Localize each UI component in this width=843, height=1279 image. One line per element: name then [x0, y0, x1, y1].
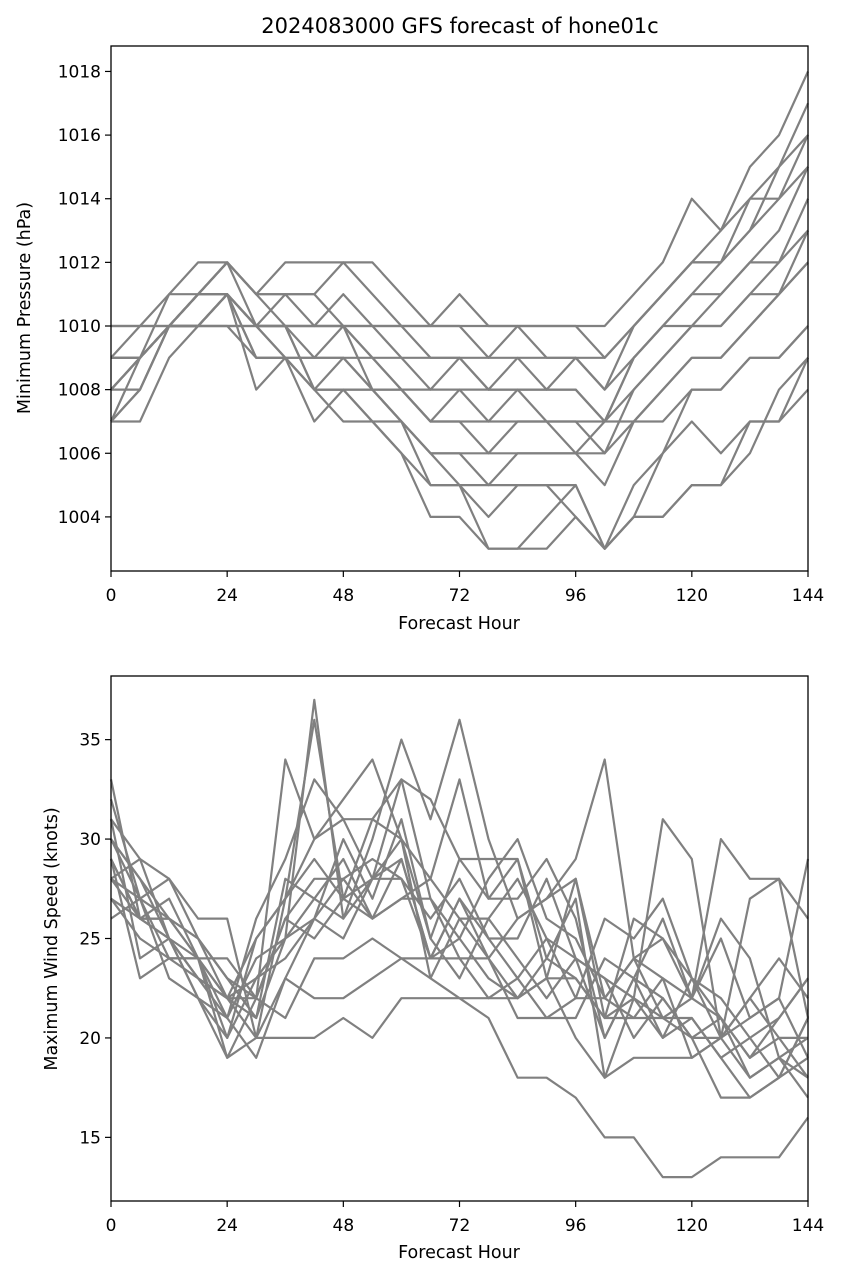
- y-tick-label: 15: [79, 1128, 101, 1148]
- y-axis-label: Maximum Wind Speed (knots): [42, 807, 62, 1070]
- wind-panel: 0 24 48 72 96 120 144 15 20 25 30 35 Forecast Hour…: [42, 675, 824, 1263]
- x-tick-label: 48: [333, 1216, 355, 1236]
- x-tick-label: 120: [676, 586, 708, 606]
- x-axis-ticks: 0 24 48 72 96 120 144: [106, 1201, 824, 1236]
- x-axis-label: Forecast Hour: [398, 614, 521, 634]
- x-tick-label: 96: [565, 1216, 587, 1236]
- y-axis-ticks: 15 20 25 30 35: [79, 731, 111, 1148]
- chart-title: 2024083000 GFS forecast of hone01c: [261, 14, 658, 38]
- x-tick-label: 24: [216, 586, 238, 606]
- y-axis-ticks: 1004 1006 1008 1010 1012 1014 1016 1018: [58, 62, 111, 528]
- y-tick-label: 1008: [58, 381, 101, 401]
- y-tick-label: 1006: [58, 444, 101, 464]
- y-tick-label: 1012: [58, 253, 101, 273]
- y-tick-label: 30: [79, 830, 101, 850]
- y-tick-label: 1004: [58, 508, 101, 528]
- series-line-16: [111, 293, 809, 550]
- pressure-series-layer: [109, 71, 810, 550]
- wind-series-layer: [109, 698, 810, 1179]
- x-tick-label: 72: [449, 1216, 471, 1236]
- x-axis-ticks: 0 24 48 72 96 120 144: [106, 571, 824, 606]
- y-tick-label: 35: [79, 731, 101, 751]
- y-tick-label: 25: [79, 930, 101, 950]
- x-axis-label: Forecast Hour: [398, 1243, 521, 1263]
- x-tick-label: 120: [676, 1216, 708, 1236]
- x-tick-label: 72: [449, 586, 471, 606]
- y-axis-label: Minimum Pressure (hPa): [15, 202, 35, 414]
- x-tick-label: 48: [333, 586, 355, 606]
- x-tick-label: 96: [565, 586, 587, 606]
- y-tick-label: 20: [79, 1029, 101, 1049]
- y-tick-label: 1018: [58, 62, 101, 82]
- y-tick-label: 1010: [58, 317, 101, 337]
- x-tick-label: 0: [106, 1216, 117, 1236]
- x-tick-label: 0: [106, 586, 117, 606]
- x-tick-label: 24: [216, 1216, 238, 1236]
- x-tick-label: 144: [792, 1216, 824, 1236]
- y-tick-label: 1016: [58, 126, 101, 146]
- series-line-8: [109, 857, 809, 1040]
- pressure-panel: 2024083000 GFS forecast of hone01c 0 24 48…: [15, 14, 824, 634]
- x-tick-label: 144: [792, 586, 824, 606]
- series-line-16: [110, 858, 809, 1099]
- series-line-15: [110, 324, 809, 550]
- y-tick-label: 1014: [58, 190, 101, 210]
